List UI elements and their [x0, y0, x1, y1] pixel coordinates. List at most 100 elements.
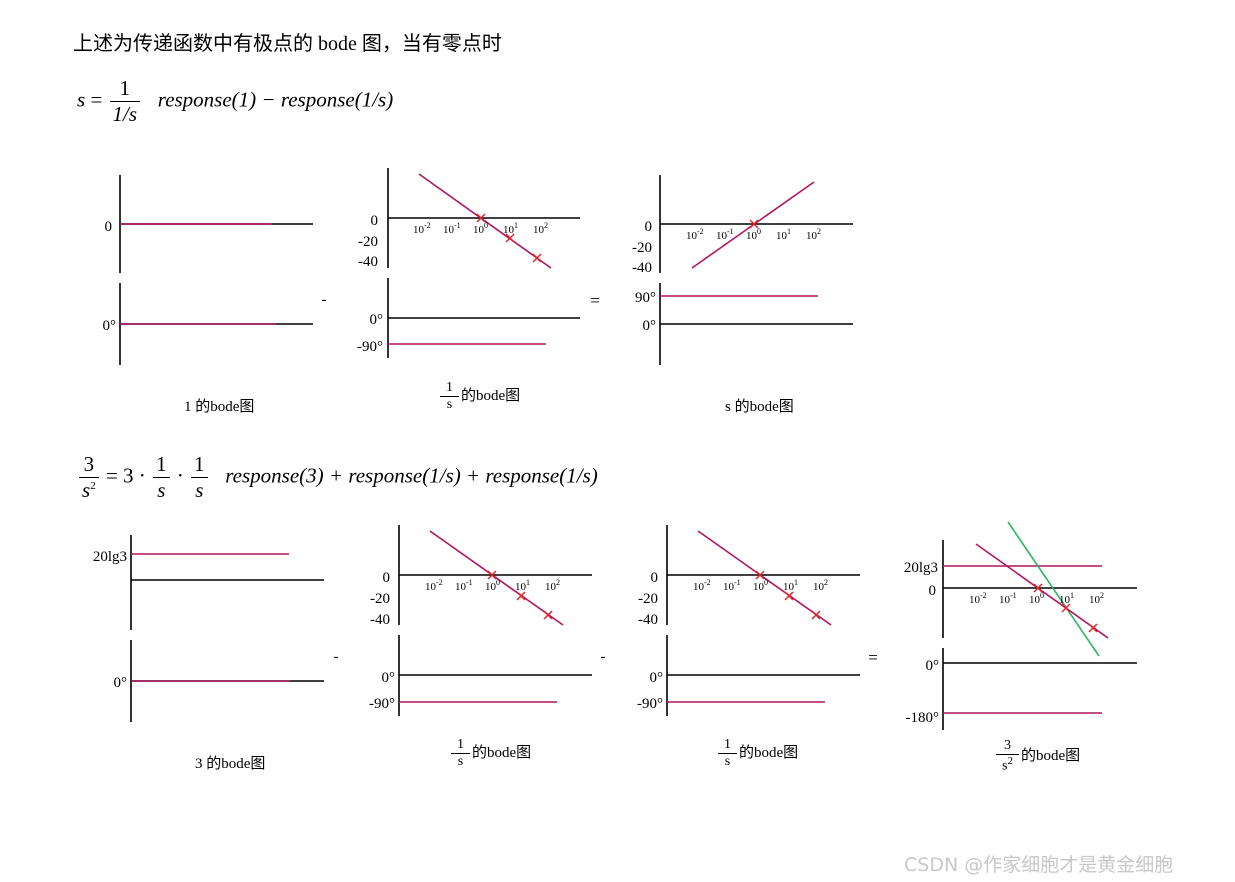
p5-pole-marker-2-b — [543, 610, 553, 620]
p3-zero-marker-b — [749, 219, 759, 229]
p2-phase-label-m90: -90° — [357, 339, 383, 355]
formula1-fraction-den: 1/s — [109, 101, 141, 127]
caption-1-over-s-text: 的bode图 — [461, 387, 521, 404]
caption-1-bode: 1 的bode图 — [184, 399, 255, 415]
p3-phase-label-0: 0° — [643, 318, 657, 334]
p7-pole-marker-1-b — [1061, 603, 1071, 613]
p7-freq-label-0: 10-2 — [969, 591, 987, 606]
p2-freq-label-0: 10-2 — [413, 221, 431, 236]
p2-mag-label-0: 0 — [371, 213, 379, 229]
caption-1-over-s-bode: 1 s 的bode图 — [440, 380, 520, 413]
formula2-rhs: response(3) + response(1/s) + response(1… — [225, 463, 598, 488]
caption-1-over-s-num: 1 — [446, 380, 453, 395]
p3-freq-label-0: 10-2 — [686, 227, 704, 242]
formula2-factor1-num: 1 — [156, 452, 167, 476]
formula2-dot: · — [176, 463, 184, 488]
caption-3-bode: 3 的bode图 — [195, 756, 266, 772]
axes-layer — [119, 168, 1137, 730]
caption-1-over-s-den-2: s — [451, 753, 470, 770]
p7-pole-marker-2-b — [1088, 623, 1098, 633]
curves-layer — [120, 173, 1109, 714]
caption-1-over-s-den-3: s — [718, 753, 737, 770]
p6-mag-label-m40: -40 — [638, 612, 658, 628]
p7-mag-total-response — [1007, 521, 1100, 657]
caption-3-over-s2-text: 的bode图 — [1020, 747, 1081, 764]
formula1-fraction-num: 1 — [119, 76, 131, 100]
p7-freq-label-3: 101 — [1059, 591, 1074, 606]
p3-mag-label-0: 0 — [645, 219, 653, 235]
caption-3-over-s2-den: s2 — [996, 754, 1019, 775]
p5-pole-marker-0-b — [487, 570, 497, 580]
formula2-fraction: 3 s2 — [79, 452, 99, 503]
row1-minus-operator: - — [322, 292, 327, 308]
p4-phase-label-0: 0° — [114, 675, 128, 691]
p2-pole-marker-0-b — [476, 213, 486, 223]
caption-1-over-s-frac-3: 1 s — [718, 737, 737, 770]
watermark-text: CSDN @作家细胞才是黄金细胞 — [904, 854, 1174, 876]
caption-3-over-s2-den-var: s — [1002, 758, 1008, 774]
p6-phase-label-m90: -90° — [637, 696, 663, 712]
p5-freq-label-0: 10-2 — [425, 578, 443, 593]
p7-freq-label-4: 102 — [1089, 591, 1104, 606]
p3-freq-label-2: 100 — [746, 227, 761, 242]
p6-mag-label-0: 0 — [651, 570, 659, 586]
caption-1-over-s-num-3: 1 — [724, 737, 731, 752]
row2-minus-operator-2: - — [601, 649, 606, 665]
caption-1-over-s-bode-3: 1 s 的bode图 — [718, 737, 798, 770]
p3-phase-label-90: 90° — [635, 290, 656, 306]
p6-pole-marker-2-b — [811, 610, 821, 620]
caption-3-over-s2-bode: 3 s2 的bode图 — [996, 738, 1080, 775]
p2-freq-label-2: 100 — [473, 221, 488, 236]
formula1-rhs: response(1) − response(1/s) — [157, 87, 394, 112]
p6-freq-label-0: 10-2 — [693, 578, 711, 593]
p2-freq-label-1: 10-1 — [443, 221, 461, 236]
p6-pole-marker-1-b — [784, 591, 794, 601]
p6-mag-label-m20: -20 — [638, 591, 658, 607]
p3-mag-label-m40: -40 — [632, 260, 652, 276]
p6-freq-label-2: 100 — [753, 578, 768, 593]
formula-three-over-s2: 3 s2 = 3 · 1 s · 1 s response(3) + respo… — [77, 452, 598, 503]
caption-1-over-s-text-2: 的bode图 — [472, 744, 532, 761]
p7-phase-label-m180: -180° — [906, 710, 940, 726]
p6-freq-label-1: 10-1 — [723, 578, 741, 593]
p3-freq-label-4: 102 — [806, 227, 821, 242]
caption-1-over-s-num-2: 1 — [457, 737, 464, 752]
p4-mag-label-20lg3: 20lg3 — [93, 549, 127, 565]
p2-mag-label-m20: -20 — [358, 234, 378, 250]
formula2-den-var: s — [82, 478, 91, 502]
formula1-fraction: 1 1/s — [109, 76, 141, 127]
caption-1-over-s-bode-2: 1 s 的bode图 — [451, 737, 531, 770]
p7-mag-label-0: 0 — [929, 583, 937, 599]
formula2-fraction-den: s2 — [79, 477, 99, 503]
p5-mag-label-0: 0 — [383, 570, 391, 586]
formula2-factor2-den: s — [191, 477, 208, 503]
p6-freq-label-4: 102 — [813, 578, 828, 593]
p7-mag-label-20lg3: 20lg3 — [904, 560, 938, 576]
caption-3-over-s2-frac: 3 s2 — [996, 738, 1019, 775]
p1-phase-label-0: 0° — [103, 318, 117, 334]
p6-freq-label-3: 101 — [783, 578, 798, 593]
formula2-factor2-num: 1 — [194, 452, 205, 476]
formula1-lhs: s — [77, 87, 86, 112]
p5-mag-label-m40: -40 — [370, 612, 390, 628]
caption-1-over-s-text-3: 的bode图 — [739, 744, 799, 761]
formula2-factor2: 1 s — [191, 452, 208, 503]
caption-1-over-s-frac-2: 1 s — [451, 737, 470, 770]
p7-freq-label-1: 10-1 — [999, 591, 1017, 606]
p2-mag-label-m40: -40 — [358, 254, 378, 270]
formula-zero-s: s = 1 1/s response(1) − response(1/s) — [77, 76, 393, 127]
p7-freq-label-2: 100 — [1029, 591, 1044, 606]
p5-phase-label-m90: -90° — [369, 696, 395, 712]
p6-phase-label-0: 0° — [650, 670, 664, 686]
row1-equals-operator: = — [590, 291, 600, 310]
p2-phase-label-0: 0° — [370, 312, 384, 328]
caption-1-over-s-den: s — [440, 396, 459, 413]
row2-equals-operator: = — [868, 648, 878, 667]
p2-freq-label-3: 101 — [503, 221, 518, 236]
p5-freq-label-1: 10-1 — [455, 578, 473, 593]
p5-freq-label-4: 102 — [545, 578, 560, 593]
p5-freq-label-2: 100 — [485, 578, 500, 593]
p5-phase-label-0: 0° — [382, 670, 396, 686]
